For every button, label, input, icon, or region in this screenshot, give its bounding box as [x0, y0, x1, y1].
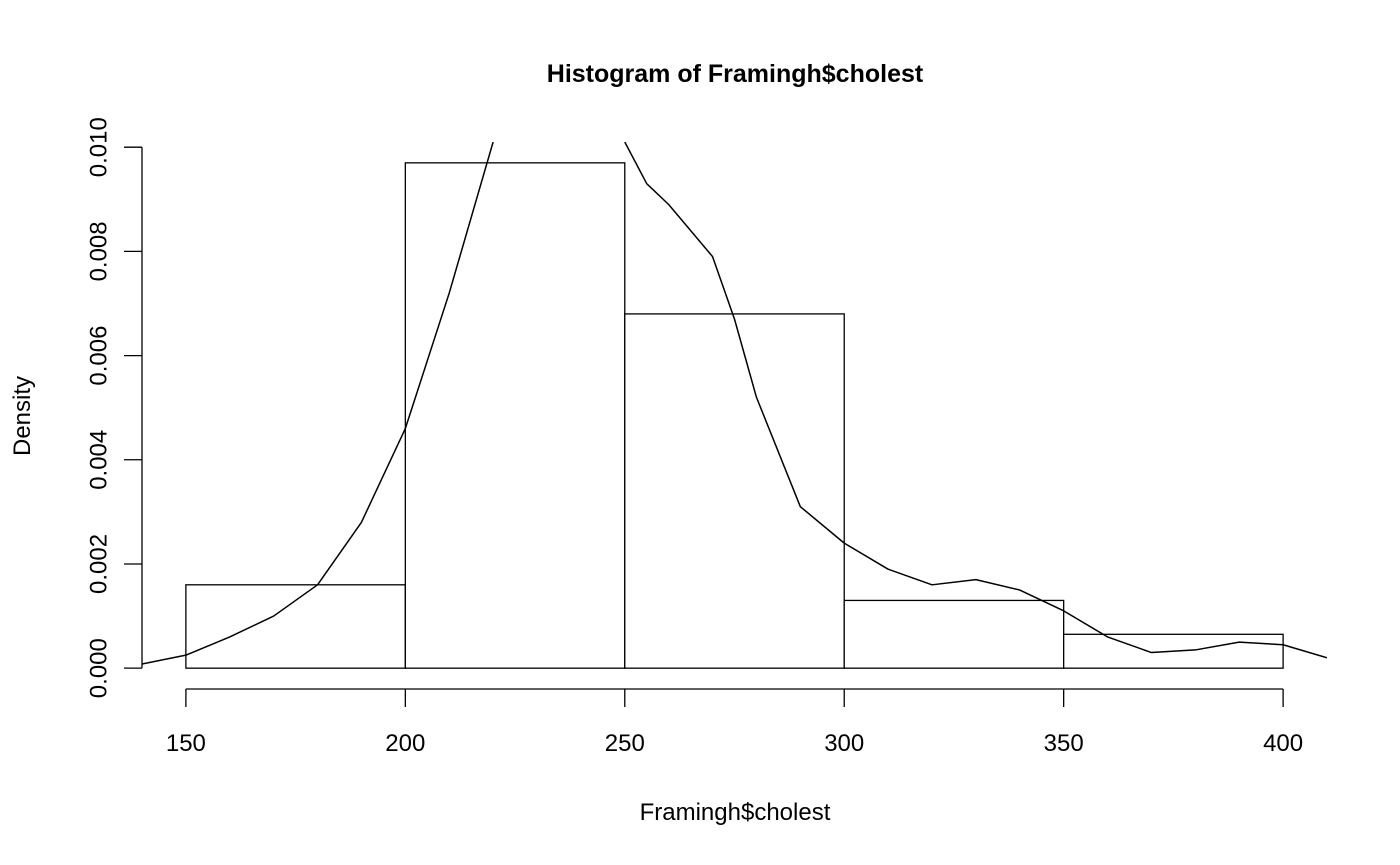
x-tick-label: 150 [166, 730, 206, 757]
x-tick-label: 350 [1044, 730, 1084, 757]
bar [843, 599, 1065, 669]
density-line [142, 142, 1327, 665]
x-axis-label: Framingh$cholest [640, 799, 831, 826]
chart-title: Histogram of Framingh$cholest [547, 60, 924, 88]
bar [185, 584, 406, 669]
x-tick-label: 400 [1263, 730, 1303, 757]
y-tick-label: 0.004 [85, 430, 112, 490]
bar [404, 162, 626, 669]
x-tick-label: 300 [824, 730, 864, 757]
y-axis-label: Density [9, 376, 36, 456]
y-tick-label: 0.000 [85, 638, 112, 698]
x-tick-label: 250 [605, 730, 645, 757]
y-tick-label: 0.010 [85, 117, 112, 177]
y-tick-label: 0.002 [85, 534, 112, 594]
bar [624, 313, 845, 669]
y-tick-label: 0.008 [85, 221, 112, 281]
y-tick-label: 0.006 [85, 326, 112, 386]
x-tick-label: 200 [385, 730, 425, 757]
